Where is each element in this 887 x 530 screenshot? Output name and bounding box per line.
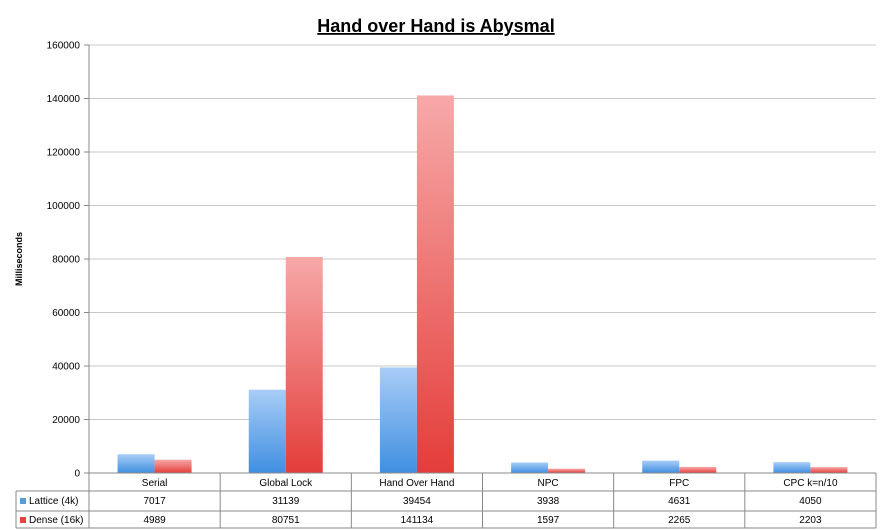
legend-swatch <box>20 498 26 504</box>
category-label: Global Lock <box>259 478 313 489</box>
category-label: CPC k=n/10 <box>783 478 838 489</box>
y-tick-label: 20000 <box>52 415 80 426</box>
y-tick-label: 40000 <box>52 362 80 373</box>
bar-dense <box>416 95 454 473</box>
y-tick-label: 160000 <box>47 41 81 52</box>
bar-dense <box>548 468 586 473</box>
bar-lattice <box>642 460 680 473</box>
bar-dense <box>285 256 323 473</box>
category-label: FPC <box>669 478 689 489</box>
data-label: 4989 <box>143 515 166 526</box>
bar-lattice <box>248 389 286 473</box>
category-label: Serial <box>142 478 168 489</box>
chart-title: Hand over Hand is Abysmal <box>317 16 554 36</box>
bar-dense <box>154 459 192 473</box>
legend-label: Lattice (4k) <box>29 496 78 507</box>
y-tick-label: 0 <box>74 469 80 480</box>
bars <box>117 95 848 473</box>
data-label: 1597 <box>537 515 560 526</box>
data-label: 2203 <box>799 515 822 526</box>
legend-swatch <box>20 517 26 523</box>
y-tick-label: 80000 <box>52 255 80 266</box>
category-label: Hand Over Hand <box>379 478 454 489</box>
y-tick-label: 60000 <box>52 308 80 319</box>
y-tick-labels: 0 20000 40000 60000 80000 100000 120000 140000 1… <box>47 41 81 480</box>
bar-lattice <box>117 454 155 473</box>
data-label: 3938 <box>537 496 560 507</box>
bar-lattice <box>773 462 811 473</box>
bar-lattice <box>511 462 549 473</box>
data-label: 31139 <box>272 496 300 507</box>
legend-label: Dense (16k) <box>29 515 83 526</box>
bar-dense <box>810 467 848 473</box>
bar-lattice <box>379 367 417 473</box>
y-tick-label: 120000 <box>47 148 81 159</box>
data-label: 141134 <box>401 515 434 526</box>
y-tick-label: 140000 <box>47 94 81 105</box>
data-label: 39454 <box>403 496 431 507</box>
data-label: 4631 <box>668 496 691 507</box>
data-label: 7017 <box>143 496 166 507</box>
data-label: 2265 <box>668 515 691 526</box>
data-table: Serial Global Lock Hand Over Hand NPC FPC CPC… <box>15 472 877 529</box>
data-label: 4050 <box>799 496 822 507</box>
gridlines <box>84 44 876 528</box>
category-label: NPC <box>538 478 559 489</box>
y-axis-label: Milliseconds <box>14 232 24 286</box>
bar-dense <box>679 466 717 473</box>
y-tick-label: 100000 <box>47 201 81 212</box>
data-label: 80751 <box>272 515 300 526</box>
